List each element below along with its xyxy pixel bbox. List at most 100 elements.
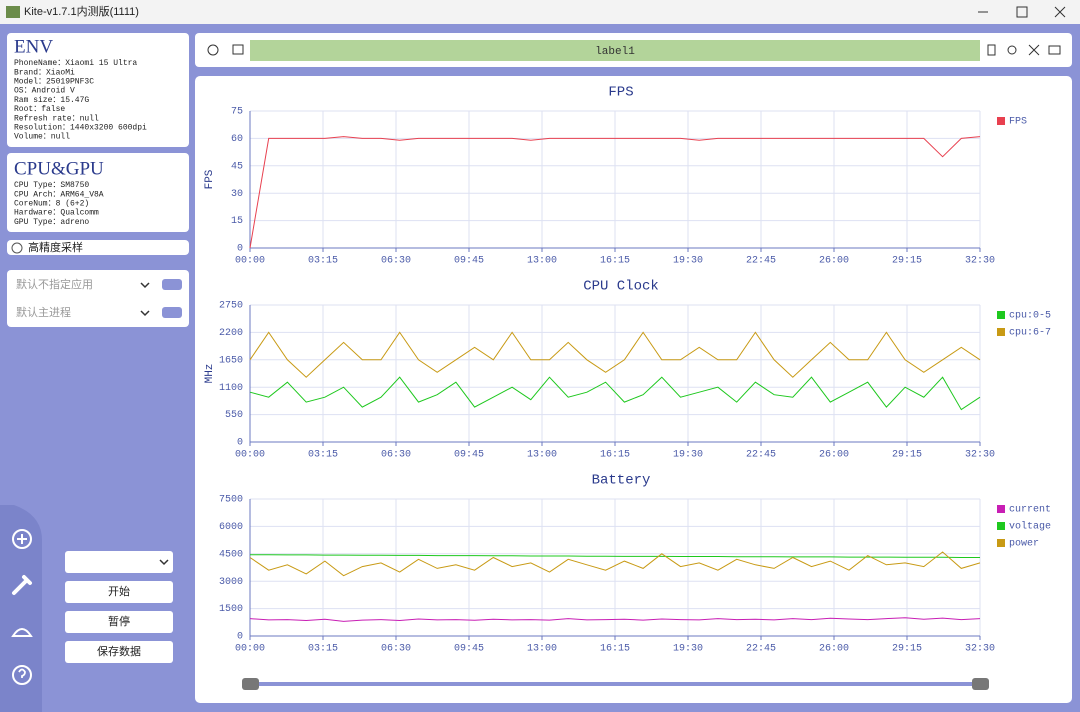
x-tick-label: 16:15 — [600, 450, 630, 461]
y-axis-label: MHz — [204, 364, 216, 384]
env-line: Root：false — [14, 105, 65, 114]
series-line — [250, 554, 980, 558]
x-tick-label: 13:00 — [527, 256, 557, 267]
hand-icon[interactable] — [1007, 45, 1017, 55]
folder-icon[interactable] — [1048, 45, 1061, 55]
cpu-gpu-line: CPU Type：SM8750 — [14, 181, 89, 190]
settings-icon[interactable] — [12, 575, 32, 595]
device-select[interactable] — [65, 551, 173, 573]
process-select-arrow[interactable] — [140, 310, 150, 317]
x-tick-label: 29:15 — [892, 644, 922, 655]
title-bar — [0, 0, 1080, 24]
legend-swatch — [997, 311, 1005, 319]
y-tick-label: 2750 — [219, 301, 243, 312]
x-tick-label: 13:00 — [527, 450, 557, 461]
y-tick-label: 60 — [231, 134, 243, 145]
env-line: PhoneName：Xiaomi 15 Ultra — [14, 59, 137, 68]
toolbar-icon-b[interactable] — [232, 44, 244, 55]
y-tick-label: 1500 — [219, 604, 243, 615]
x-tick-label: 32:30 — [965, 644, 995, 655]
high-precision-row[interactable] — [7, 240, 189, 255]
series-line — [249, 136, 981, 249]
series-line — [249, 376, 981, 411]
x-tick-label: 16:15 — [600, 256, 630, 267]
x-tick-label: 19:30 — [673, 450, 703, 461]
process-refresh-button[interactable] — [162, 307, 182, 318]
series-line — [249, 617, 981, 622]
bookmark-icon[interactable] — [987, 44, 996, 56]
x-tick-label: 22:45 — [746, 450, 776, 461]
app-select-arrow[interactable] — [140, 282, 150, 289]
x-tick-label: 29:15 — [892, 450, 922, 461]
x-tick-label: 06:30 — [381, 644, 411, 655]
y-tick-label: 6000 — [219, 522, 243, 533]
side-toolbar — [0, 505, 42, 712]
range-slider-end[interactable] — [972, 678, 989, 690]
y-tick-label: 0 — [237, 438, 243, 449]
cpu-gpu-line: CoreNum：8 (6+2) — [14, 200, 89, 209]
label-text: label1 — [595, 46, 635, 58]
x-tick-label: 13:00 — [527, 644, 557, 655]
x-tick-label: 22:45 — [746, 256, 776, 267]
add-icon[interactable] — [12, 529, 32, 549]
x-tick-label: 32:30 — [965, 256, 995, 267]
cut-icon[interactable] — [1028, 44, 1040, 56]
legend-label: cpu:6-7 — [1009, 328, 1051, 339]
legend-swatch — [997, 505, 1005, 513]
close-button[interactable] — [1054, 6, 1066, 18]
maximize-button[interactable] — [1016, 6, 1028, 18]
x-tick-label: 00:00 — [235, 450, 265, 461]
x-tick-label: 03:15 — [308, 644, 338, 655]
x-tick-label: 32:30 — [965, 450, 995, 461]
x-tick-label: 03:15 — [308, 450, 338, 461]
x-tick-label: 19:30 — [673, 256, 703, 267]
help-icon-mark — [18, 668, 26, 678]
x-tick-label: 29:15 — [892, 256, 922, 267]
legend-label: FPS — [1009, 117, 1027, 128]
cpu-gpu-panel — [7, 153, 189, 232]
y-tick-label: 15 — [231, 216, 243, 227]
y-axis-label: FPS — [204, 169, 216, 189]
x-tick-label: 06:30 — [381, 450, 411, 461]
y-tick-label: 1650 — [219, 355, 243, 366]
env-line: Brand：XiaoMi — [14, 68, 75, 77]
y-tick-label: 3000 — [219, 577, 243, 588]
chart-title: FPS — [608, 85, 633, 101]
env-title: ENV — [14, 36, 53, 57]
high-precision-checkbox[interactable] — [11, 242, 23, 254]
chart-title: Battery — [592, 473, 651, 489]
x-tick-label: 19:30 — [673, 644, 703, 655]
legend-label: power — [1009, 539, 1039, 550]
legend-label: current — [1009, 505, 1051, 516]
action-button[interactable] — [65, 581, 173, 603]
window-title: Kite-v1.7.1内测版(1111) — [24, 4, 139, 18]
action-button[interactable] — [65, 641, 173, 663]
process-select[interactable]: 默认主进程 — [16, 306, 71, 319]
action-button-label: 保存数据 — [97, 644, 141, 658]
range-slider-start[interactable] — [242, 678, 259, 690]
add-icon-cross — [17, 534, 27, 544]
app-select[interactable]: 默认不指定应用 — [16, 277, 93, 291]
action-button[interactable] — [65, 611, 173, 633]
app-refresh-button[interactable] — [162, 279, 182, 290]
y-tick-label: 45 — [231, 161, 243, 172]
x-tick-label: 16:15 — [600, 644, 630, 655]
y-tick-label: 75 — [231, 107, 243, 118]
series-line — [249, 551, 981, 577]
android-icon[interactable] — [11, 628, 33, 637]
y-tick-label: 550 — [225, 410, 243, 421]
y-tick-label: 0 — [237, 632, 243, 643]
high-precision-label: 高精度采样 — [28, 240, 83, 254]
x-tick-label: 00:00 — [235, 256, 265, 267]
y-tick-label: 30 — [231, 189, 243, 200]
y-tick-label: 0 — [237, 244, 243, 255]
device-select-arrow[interactable] — [159, 559, 169, 566]
cpu-gpu-line: CPU Arch：ARM64_V8A — [14, 190, 104, 199]
chart-panel — [195, 76, 1072, 703]
action-button-label: 暂停 — [108, 614, 130, 628]
x-tick-label: 00:00 — [235, 644, 265, 655]
help-icon[interactable] — [12, 665, 32, 685]
x-tick-label: 26:00 — [819, 644, 849, 655]
toolbar-icon-a[interactable] — [207, 44, 219, 56]
